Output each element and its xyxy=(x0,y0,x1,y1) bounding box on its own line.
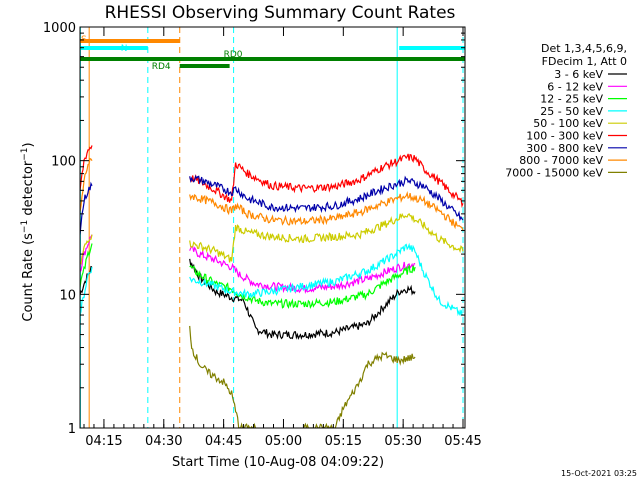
series-line xyxy=(80,243,93,288)
series-line xyxy=(189,258,416,340)
series-line xyxy=(189,325,257,428)
series-line xyxy=(189,212,464,263)
x-tick-label: 04:45 xyxy=(205,434,242,449)
series-line xyxy=(189,153,464,208)
x-tick-label: 05:45 xyxy=(444,434,481,449)
legend: Det 1,3,4,5,6,9, FDecim 1, Att 0 3 - 6 k… xyxy=(505,42,627,179)
legend-label: 7000 - 15000 keV xyxy=(505,166,603,179)
chart-title: RHESSI Observing Summary Count Rates xyxy=(105,3,456,23)
x-tick-label: 05:15 xyxy=(325,434,362,449)
series-1 xyxy=(80,234,416,294)
series-line xyxy=(80,265,93,295)
y-tick-label: 100 xyxy=(51,155,76,170)
legend-header-line1: Det 1,3,4,5,6,9, xyxy=(541,42,627,55)
series-7 xyxy=(80,157,464,231)
x-tick-label: 04:15 xyxy=(85,434,122,449)
state-bar-label: RD4 xyxy=(152,62,171,72)
series-8 xyxy=(189,325,416,428)
series-line xyxy=(189,246,416,294)
legend-label: 6 - 12 keV xyxy=(547,80,603,93)
y-tick-label: 1 xyxy=(68,422,76,437)
date-stamp: 15-Oct-2021 03:25 xyxy=(561,469,637,478)
x-tick-label: 05:30 xyxy=(384,434,421,449)
series-line xyxy=(80,145,93,191)
x-tick-label: 05:00 xyxy=(265,434,302,449)
legend-label: 300 - 800 keV xyxy=(526,142,603,155)
x-axis-label: Start Time (10-Aug-08 04:09:22) xyxy=(172,455,384,470)
legend-label: 100 - 300 keV xyxy=(526,130,603,143)
y-tick-label: 1000 xyxy=(43,21,76,36)
state-bar-label: RD0 xyxy=(224,50,243,60)
series-3 xyxy=(80,242,464,317)
legend-label: 25 - 50 keV xyxy=(540,105,603,118)
legend-label: 12 - 25 keV xyxy=(540,93,603,106)
y-axis: 1 10 100 1000 xyxy=(43,21,465,437)
series-line xyxy=(302,351,416,428)
x-axis: 04:15 04:30 04:45 05:00 05:15 05:30 05:45 xyxy=(83,27,482,449)
x-tick-label: 04:30 xyxy=(145,434,182,449)
series-line xyxy=(189,190,464,231)
y-tick-label: 10 xyxy=(59,288,76,303)
state-bar-label: N xyxy=(121,44,128,54)
series-4 xyxy=(80,212,464,265)
series-line xyxy=(80,181,93,235)
series-line xyxy=(80,234,93,273)
series-2 xyxy=(80,243,416,309)
plot-frame xyxy=(79,26,466,429)
legend-label: 3 - 6 keV xyxy=(554,68,603,81)
series-line xyxy=(80,157,93,212)
legend-header-line2: FDecim 1, Att 0 xyxy=(542,55,627,68)
series-line xyxy=(189,264,416,309)
series-line xyxy=(189,242,464,317)
series-line xyxy=(80,266,93,316)
series-line xyxy=(189,174,464,222)
vertical-markers xyxy=(79,27,464,428)
y-axis-label: Count Rate (s−1 detector−1) xyxy=(20,142,36,321)
series-line xyxy=(80,234,93,265)
legend-label: 50 - 100 keV xyxy=(533,117,603,130)
series-lines xyxy=(80,145,464,428)
legend-label: 800 - 7000 keV xyxy=(519,154,603,167)
